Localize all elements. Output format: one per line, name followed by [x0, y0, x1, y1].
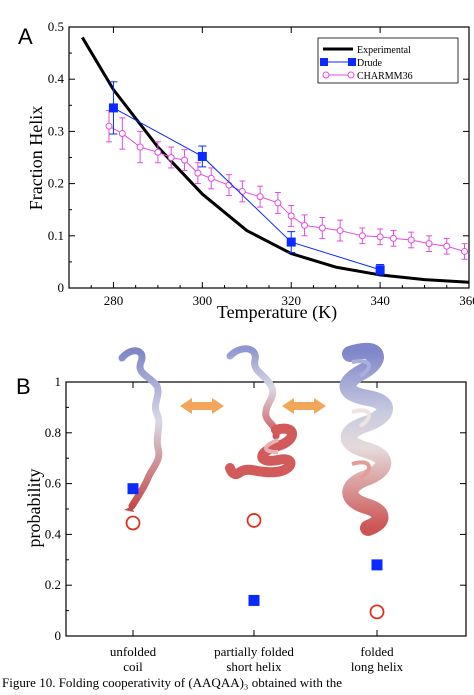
- category-label-short-helix: short helix: [226, 659, 282, 674]
- y-tick-label: 0.1: [48, 228, 64, 243]
- data-point-charmm36: [118, 129, 126, 137]
- series-b: [125, 483, 385, 620]
- data-point-square: [127, 483, 139, 495]
- x-tick-label: 300: [193, 293, 213, 308]
- folded-helix-structure-image: [339, 342, 393, 536]
- data-point-charmm36: [461, 247, 469, 255]
- data-point-charmm36: [105, 122, 113, 130]
- series-a: [81, 36, 470, 284]
- data-point-charmm36: [336, 227, 344, 235]
- data-point-charmm36: [207, 174, 215, 182]
- category-label-folded: folded: [360, 644, 394, 659]
- data-point-charmm36: [181, 156, 189, 164]
- y-axis-label-b: probability: [24, 469, 44, 548]
- legend-marker-drude: [320, 58, 328, 66]
- legend-label-drude: Drude: [357, 58, 383, 69]
- y-tick-label: 0.4: [45, 526, 62, 541]
- data-point-charmm36: [136, 143, 144, 151]
- y-tick-label: 0.8: [45, 425, 61, 440]
- x-tick-label: 360: [459, 293, 474, 308]
- coil-structure-image: [118, 347, 163, 512]
- data-point-charmm36: [194, 169, 202, 177]
- legend-label-experimental: Experimental: [357, 45, 411, 56]
- panel-b-label: B: [16, 374, 31, 399]
- data-point-square: [248, 594, 260, 606]
- legend-marker-charmm36: [322, 71, 330, 79]
- x-tick-label: 320: [281, 293, 301, 308]
- data-point-charmm36: [256, 193, 264, 201]
- data-point-charmm36: [287, 212, 295, 220]
- data-point-drude: [375, 265, 385, 275]
- data-point-charmm36: [443, 242, 451, 250]
- axis-ticks-a: 280 300 320 340 360 0 0.1 0.2 0.3 0.4 0.5: [48, 19, 474, 308]
- y-tick-label: 0.4: [48, 71, 65, 86]
- y-axis-label-a: Fraction Helix: [26, 106, 46, 210]
- data-point-charmm36: [425, 240, 433, 248]
- y-tick-label: 0: [58, 280, 65, 295]
- x-tick-label: 340: [370, 293, 390, 308]
- legend-marker-drude: [348, 58, 356, 66]
- data-point-charmm36: [358, 232, 366, 240]
- category-label-partially-folded: partially folded: [214, 644, 294, 659]
- data-point-circle: [125, 515, 141, 531]
- category-label-unfolded: unfolded: [110, 644, 157, 659]
- x-tick-label: 280: [104, 293, 124, 308]
- data-point-drude: [286, 237, 296, 247]
- category-label-coil: coil: [123, 659, 143, 674]
- data-point-circle: [246, 513, 262, 528]
- data-point-drude: [108, 103, 118, 113]
- partial-helix-structure-image: [225, 345, 297, 480]
- figure-caption: Figure 10. Folding cooperativity of (AAQ…: [2, 675, 472, 693]
- data-point-charmm36: [225, 181, 233, 189]
- y-tick-label: 0.2: [48, 176, 64, 191]
- data-point-charmm36: [376, 233, 384, 241]
- data-point-charmm36: [301, 221, 309, 229]
- caption-lead: Figure 10.: [2, 675, 56, 690]
- caption-text: Folding cooperativity of (AAQAA)₃ obtain…: [55, 675, 342, 690]
- panel-b: B 00.20.40.60.81 probability unf: [16, 342, 467, 674]
- figure: A 280 300 320 340 360 0 0.1 0.2 0.3 0.4 0.5 Temper…: [16, 19, 474, 674]
- data-point-circle: [369, 604, 385, 620]
- data-point-charmm36: [274, 199, 282, 207]
- transition-arrow-2: [282, 398, 326, 414]
- panel-a: A 280 300 320 340 360 0 0.1 0.2 0.3 0.4 0.5 Temper…: [18, 19, 474, 323]
- y-tick-label: 0.6: [45, 476, 62, 491]
- series-line-experimental: [81, 36, 470, 284]
- data-point-charmm36: [407, 236, 415, 244]
- transition-arrow-1: [180, 398, 224, 414]
- data-point-charmm36: [167, 154, 175, 161]
- data-point-square: [371, 559, 383, 571]
- y-tick-label: 1: [55, 374, 62, 389]
- legend-a: Experimental Drude CHARMM36: [317, 37, 459, 84]
- y-tick-label: 0.3: [48, 123, 64, 138]
- data-point-charmm36: [389, 234, 397, 242]
- y-tick-label: 0.5: [48, 19, 64, 34]
- y-tick-label: 0.2: [45, 577, 61, 592]
- axis-ticks-b: 0 0.2 0.4 0.6 0.8 1: [45, 374, 466, 643]
- legend-marker-charmm36: [347, 71, 355, 79]
- series-line-drude: [113, 107, 381, 271]
- x-axis-label-a: Temperature (K): [217, 302, 337, 323]
- legend-label-charmm36: CHARMM36: [357, 71, 413, 82]
- category-label-long-helix: long helix: [351, 659, 404, 674]
- data-point-charmm36: [154, 148, 162, 156]
- data-point-charmm36: [318, 224, 326, 232]
- y-tick-label: 0: [55, 628, 62, 643]
- data-point-drude: [197, 151, 207, 161]
- panel-a-label: A: [18, 24, 33, 49]
